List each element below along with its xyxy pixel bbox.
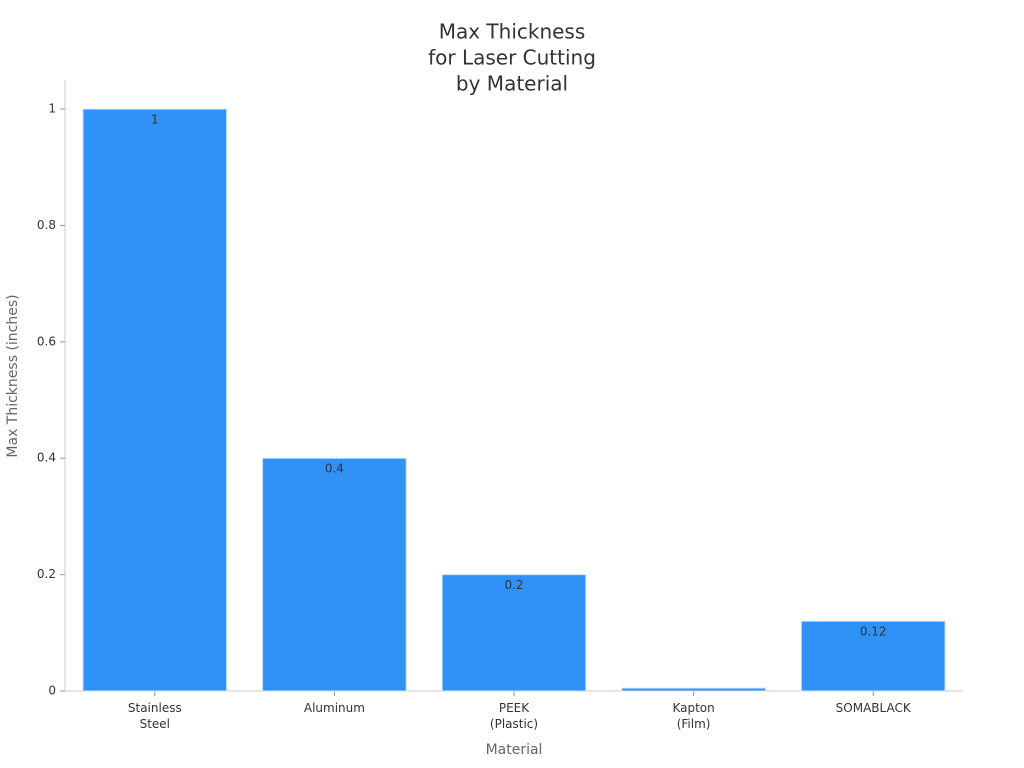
- y-tick-label: 0.2: [37, 567, 56, 581]
- x-tick-label: SOMABLACK: [836, 701, 912, 715]
- bar: [82, 108, 228, 692]
- x-tick-label: PEEK (Plastic): [490, 701, 538, 731]
- bar: [262, 457, 407, 692]
- x-axis-label: Material: [486, 742, 543, 758]
- x-tick-label: Kapton (Film): [672, 701, 714, 731]
- x-tick-label-line: SOMABLACK: [836, 701, 912, 715]
- bar: [621, 687, 766, 692]
- x-tick-label-line: Aluminum: [304, 701, 365, 715]
- y-tick-label: 0.8: [37, 218, 56, 232]
- data-label: 1: [151, 113, 159, 127]
- data-label: 0.4: [325, 462, 344, 476]
- bar: [800, 620, 946, 692]
- y-tick-label: 0: [48, 684, 56, 698]
- bar: [441, 574, 587, 692]
- x-tick-label: Stainless Steel: [128, 701, 182, 731]
- x-tick-label-line: (Film): [677, 717, 711, 731]
- x-tick-label-line: Steel: [140, 717, 170, 731]
- x-tick-label-line: Kapton: [672, 701, 714, 715]
- x-tick-label-line: (Plastic): [490, 717, 538, 731]
- data-label: 0.2: [504, 578, 523, 592]
- data-label: 0.12: [860, 625, 887, 639]
- chart-title: by Material: [456, 72, 568, 96]
- y-axis-label: Max Thickness (inches): [5, 294, 21, 457]
- chart-title: for Laser Cutting: [428, 46, 596, 70]
- chart-title: Max Thickness: [439, 20, 586, 44]
- x-tick-label: Aluminum: [304, 701, 365, 715]
- x-tick-label-line: PEEK: [499, 701, 530, 715]
- y-tick-label: 0.6: [37, 334, 56, 348]
- y-tick-label: 1: [48, 102, 56, 116]
- y-tick-label: 0.4: [37, 451, 56, 465]
- x-tick-label-line: Stainless: [128, 701, 182, 715]
